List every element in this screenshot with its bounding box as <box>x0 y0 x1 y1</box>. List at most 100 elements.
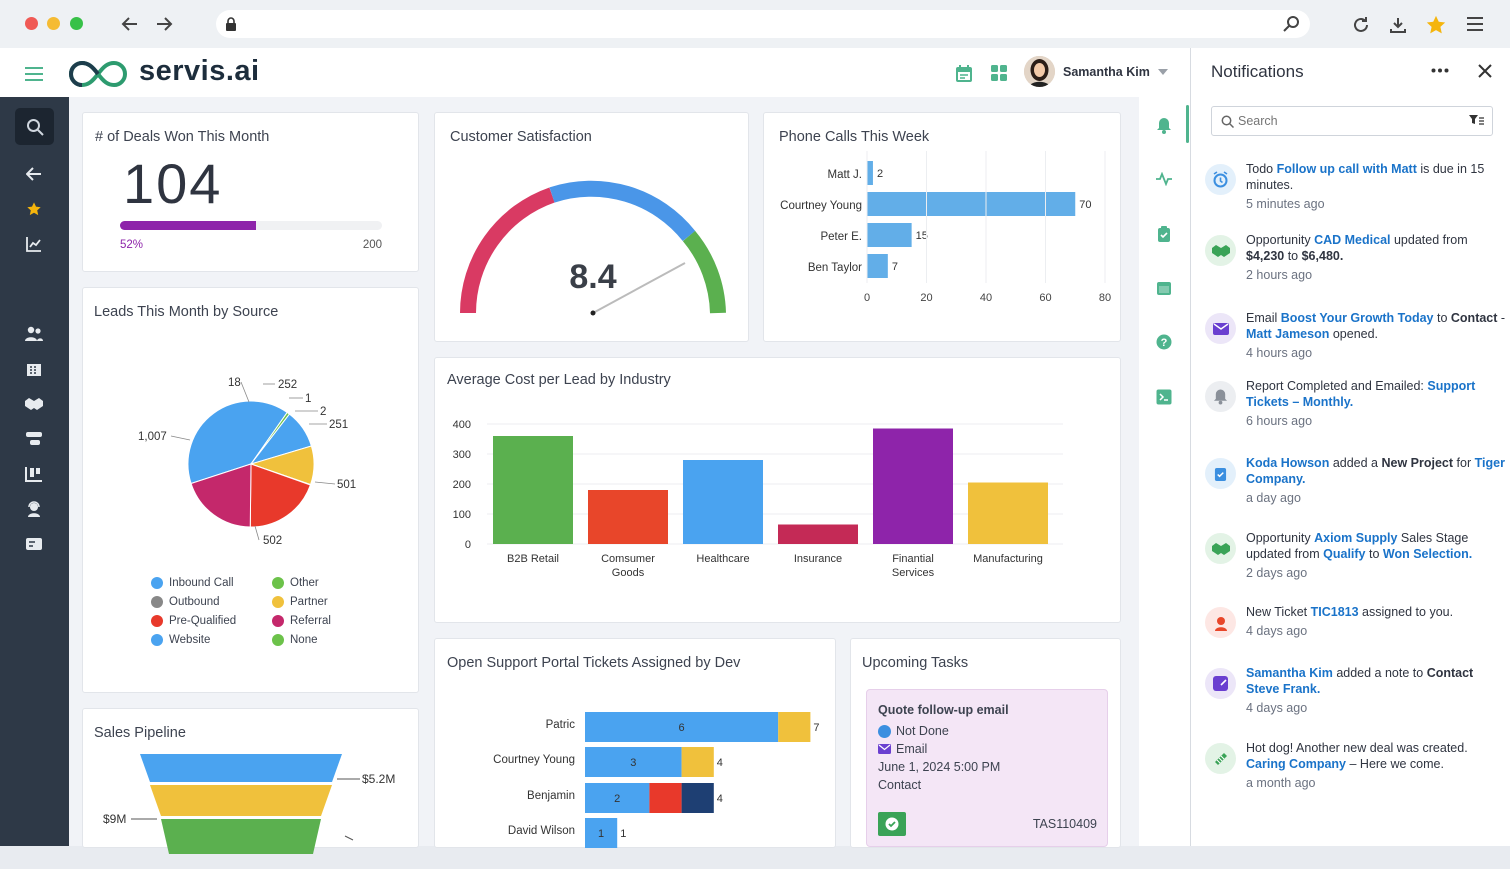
ticket-category-label: Benjamin <box>527 790 575 802</box>
cost-category-label: B2B Retail <box>507 553 559 565</box>
address-bar[interactable] <box>216 10 1310 38</box>
legend-item[interactable]: Other <box>272 573 393 592</box>
bookmark-star-icon[interactable] <box>1424 13 1448 37</box>
search-icon[interactable] <box>1282 14 1302 34</box>
customer-satisfaction-card[interactable]: Customer Satisfaction 8.4 <box>434 112 749 342</box>
notification-link[interactable]: Matt Jameson <box>1246 327 1330 341</box>
task-title: Quote follow-up email <box>878 703 1009 717</box>
calendar-icon[interactable] <box>1154 278 1174 298</box>
deals-won-value: 104 <box>123 152 223 215</box>
favorites-star-icon[interactable] <box>24 199 44 219</box>
avatar[interactable] <box>1024 56 1055 87</box>
notification-text: Opportunity CAD Medical updated from $4,… <box>1246 232 1506 283</box>
notification-link[interactable]: Tiger Company. <box>1246 456 1505 486</box>
sidebar-search-icon[interactable] <box>15 108 54 145</box>
hamburger-menu-icon[interactable] <box>22 63 46 85</box>
notification-link[interactable]: Axiom Supply <box>1314 531 1398 545</box>
back-arrow-icon[interactable] <box>118 12 142 36</box>
notification-text-part: Hot dog! Another new deal was created. <box>1246 741 1468 755</box>
pie-value-label: 1,007 <box>138 431 167 443</box>
notification-link[interactable]: Boost Your Growth Today <box>1280 311 1434 325</box>
cost-bar <box>683 460 763 544</box>
notification-link[interactable]: Support Tickets – Monthly. <box>1246 379 1476 409</box>
legend-item[interactable]: Partner <box>272 592 393 611</box>
notification-link[interactable]: Steve Frank. <box>1246 682 1321 696</box>
support-tickets-card[interactable]: Open Support Portal Tickets Assigned by … <box>434 638 836 848</box>
analytics-chart-icon[interactable] <box>24 234 44 254</box>
apps-grid-icon[interactable] <box>988 62 1010 84</box>
notification-link[interactable]: Koda Howson <box>1246 456 1330 470</box>
legend-item[interactable]: Inbound Call <box>151 573 272 592</box>
user-name[interactable]: Samantha Kim <box>1063 65 1150 79</box>
minimize-window-button[interactable] <box>47 17 60 30</box>
close-icon[interactable] <box>1475 61 1495 81</box>
deals-handshake-icon[interactable] <box>24 394 44 414</box>
deals-progress-percent: 52% <box>120 239 144 251</box>
legend-label: Outbound <box>169 595 220 608</box>
notification-link[interactable]: Samantha Kim <box>1246 666 1333 680</box>
handshake-icon <box>1205 235 1236 266</box>
download-icon[interactable] <box>1387 14 1409 36</box>
legend-item[interactable]: Website <box>151 630 272 649</box>
activity-pulse-icon[interactable] <box>1154 169 1174 189</box>
gauge-segment-low <box>460 187 555 314</box>
notification-time: 4 hours ago <box>1246 346 1313 360</box>
companies-building-icon[interactable] <box>24 359 44 379</box>
close-window-button[interactable] <box>25 17 38 30</box>
notifications-search-field[interactable] <box>1211 106 1493 136</box>
maximize-window-button[interactable] <box>70 17 83 30</box>
legend-label: Other <box>290 576 319 589</box>
reload-icon[interactable] <box>1350 14 1372 36</box>
notification-link[interactable]: Won Selection. <box>1382 547 1473 561</box>
phone-calls-card[interactable]: Phone Calls This Week 80 Matt J. 2 Courtney… <box>763 112 1121 342</box>
notification-text-part: Opportunity <box>1246 531 1315 545</box>
pie-slice <box>249 463 312 528</box>
notifications-search-input[interactable] <box>1238 112 1458 130</box>
cost-per-lead-card[interactable]: Average Cost per Lead by Industry 400 300… <box>434 357 1121 623</box>
collapse-arrow-icon[interactable] <box>24 164 44 184</box>
notification-link[interactable]: Caring Company <box>1246 757 1347 771</box>
tasks-clipboard-icon[interactable] <box>1154 224 1174 244</box>
legend-item[interactable]: Pre-Qualified <box>151 611 272 630</box>
notification-text-part: $4,230 <box>1246 249 1285 263</box>
projects-board-icon[interactable] <box>24 464 44 484</box>
more-options-icon[interactable] <box>1428 62 1452 78</box>
support-agent-icon[interactable] <box>24 499 44 519</box>
ticket-bar-segment <box>649 783 682 813</box>
contacts-icon[interactable] <box>24 324 44 344</box>
notification-link[interactable]: Follow up call with Matt <box>1276 162 1417 176</box>
chevron-down-icon[interactable] <box>1156 66 1170 78</box>
notification-text: Hot dog! Another new deal was created. C… <box>1246 740 1506 791</box>
legend-item[interactable]: Referral <box>272 611 393 630</box>
ticket-segment-value: 6 <box>679 722 685 734</box>
notification-text-part: for <box>1453 456 1475 470</box>
terminal-icon[interactable] <box>1154 387 1174 407</box>
handshake-icon <box>1205 533 1236 564</box>
notification-time: a month ago <box>1246 776 1316 790</box>
ticket-category-label: David Wilson <box>508 825 575 837</box>
pipeline-icon[interactable] <box>24 429 44 449</box>
notifications-bell-icon[interactable] <box>1154 115 1174 135</box>
task-related: Contact <box>878 778 922 792</box>
leads-by-source-card[interactable]: Leads This Month by Source 1,007 18 252 1 2 2… <box>82 287 419 693</box>
legend-item[interactable]: None <box>272 630 393 649</box>
task-card[interactable]: Quote follow-up email Not Done Email Jun… <box>866 689 1108 847</box>
browser-menu-icon[interactable] <box>1464 13 1486 35</box>
help-question-icon[interactable]: ? <box>1154 332 1174 352</box>
notification-link[interactable]: Qualify <box>1323 547 1366 561</box>
deals-won-card[interactable]: # of Deals Won This Month 104 52% 200 <box>82 112 419 272</box>
gauge-segment-high <box>682 230 726 314</box>
upcoming-tasks-card[interactable]: Upcoming Tasks Quote follow-up email Not… <box>850 638 1121 848</box>
calendar-icon[interactable] <box>953 62 975 84</box>
complete-task-button[interactable] <box>878 812 906 836</box>
notification-link[interactable]: CAD Medical <box>1314 233 1391 247</box>
notification-link[interactable]: TIC1813 <box>1310 605 1359 619</box>
ticket-total-value: 4 <box>717 793 723 805</box>
mail-icon <box>1205 313 1236 344</box>
legend-item[interactable]: Outbound <box>151 592 272 611</box>
filter-icon[interactable] <box>1468 114 1484 128</box>
tickets-icon[interactable] <box>24 534 44 554</box>
forward-arrow-icon[interactable] <box>152 12 176 36</box>
sales-pipeline-card[interactable]: Sales Pipeline $5.2M $9M <box>82 708 419 854</box>
funnel-stage-3 <box>161 819 321 854</box>
